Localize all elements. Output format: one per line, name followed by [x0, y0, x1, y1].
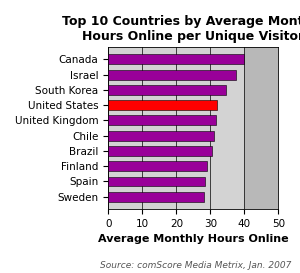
- Title: Top 10 Countries by Average Monthly
Hours Online per Unique Visitor: Top 10 Countries by Average Monthly Hour…: [62, 15, 300, 43]
- Bar: [108, 115, 215, 125]
- Bar: [108, 131, 214, 141]
- Bar: [108, 161, 207, 171]
- Bar: [108, 70, 236, 79]
- Bar: [108, 177, 205, 186]
- Bar: [108, 100, 217, 110]
- Bar: [108, 54, 244, 64]
- Bar: [244, 47, 278, 209]
- Bar: [108, 85, 226, 95]
- X-axis label: Average Monthly Hours Online: Average Monthly Hours Online: [98, 234, 289, 244]
- Bar: [108, 146, 212, 156]
- Bar: [108, 192, 204, 202]
- Text: Source: comScore Media Metrix, Jan. 2007: Source: comScore Media Metrix, Jan. 2007: [100, 261, 291, 270]
